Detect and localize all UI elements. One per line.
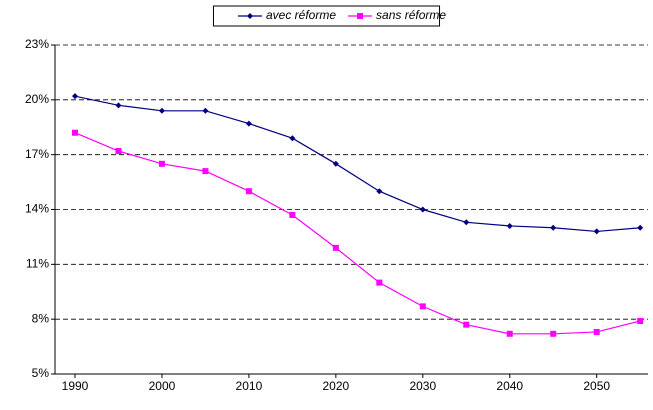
series-line bbox=[74, 95, 641, 233]
marker bbox=[550, 330, 557, 337]
marker bbox=[376, 188, 383, 195]
marker bbox=[332, 160, 339, 167]
marker bbox=[245, 188, 252, 195]
marker bbox=[158, 160, 165, 167]
x-tick-label: 2050 bbox=[583, 379, 610, 393]
marker bbox=[637, 317, 644, 324]
marker bbox=[332, 244, 339, 251]
marker bbox=[593, 228, 600, 235]
x-tick-label: 2010 bbox=[236, 379, 263, 393]
y-tick-label: 23% bbox=[25, 37, 49, 51]
marker bbox=[463, 321, 470, 328]
marker bbox=[245, 120, 252, 127]
marker bbox=[593, 328, 600, 335]
y-tick-label: 5% bbox=[32, 366, 50, 380]
marker bbox=[506, 330, 513, 337]
marker bbox=[550, 224, 557, 231]
x-tick-label: 1990 bbox=[62, 379, 89, 393]
series-line bbox=[74, 132, 641, 335]
x-tick-label: 2000 bbox=[149, 379, 176, 393]
marker bbox=[71, 93, 78, 100]
marker bbox=[115, 102, 122, 109]
y-tick-label: 17% bbox=[25, 147, 49, 161]
y-tick-label: 11% bbox=[26, 257, 49, 271]
legend-label: avec réforme bbox=[266, 8, 336, 22]
marker bbox=[419, 303, 426, 310]
y-tick-label: 8% bbox=[32, 311, 50, 325]
marker bbox=[506, 222, 513, 229]
legend-label: sans réforme bbox=[376, 8, 446, 22]
marker bbox=[158, 107, 165, 114]
marker bbox=[463, 219, 470, 226]
marker bbox=[247, 13, 253, 19]
marker bbox=[202, 168, 209, 175]
x-tick-label: 2040 bbox=[496, 379, 523, 393]
marker bbox=[637, 224, 644, 231]
x-tick-label: 2020 bbox=[322, 379, 349, 393]
marker bbox=[376, 279, 383, 286]
marker bbox=[202, 107, 209, 114]
marker bbox=[115, 148, 122, 155]
legend-box bbox=[212, 5, 441, 27]
y-tick-label: 14% bbox=[25, 202, 49, 216]
y-tick-label: 20% bbox=[25, 92, 49, 106]
marker bbox=[71, 129, 78, 136]
x-tick-label: 2030 bbox=[409, 379, 436, 393]
marker bbox=[419, 206, 426, 213]
marker bbox=[357, 13, 364, 19]
marker bbox=[289, 211, 296, 218]
marker bbox=[289, 135, 296, 142]
